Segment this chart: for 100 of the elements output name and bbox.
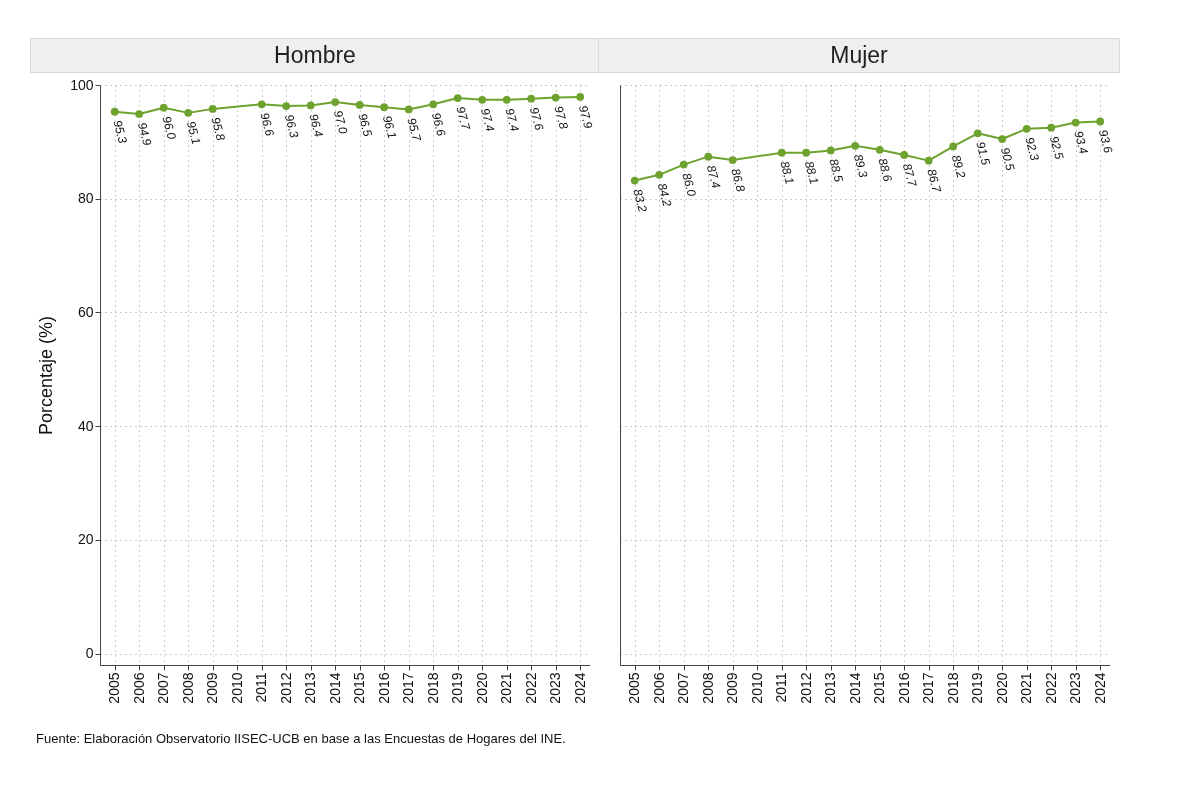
point [1022, 124, 1031, 133]
point [851, 141, 860, 150]
x-tick-label: 2015 [871, 672, 888, 704]
x-tick-label: 2013 [822, 672, 839, 704]
data-label: 89.3 [850, 152, 871, 180]
point [1071, 118, 1080, 127]
point [576, 93, 585, 101]
data-label: 86.0 [679, 171, 699, 198]
x-tick-label: 2012 [797, 672, 814, 704]
x-tick-label: 2018 [424, 672, 441, 704]
point [184, 109, 193, 117]
x-tick-label: 2019 [449, 672, 466, 704]
data-label: 97.9 [575, 103, 596, 131]
point [655, 170, 664, 179]
data-label: 84.2 [654, 181, 675, 209]
x-tick-label: 2014 [846, 672, 863, 704]
x-tick-label: 2022 [1042, 672, 1059, 704]
point [257, 100, 266, 109]
data-label: 93.6 [1095, 128, 1116, 155]
x-tick-label: 2021 [498, 672, 515, 704]
point [802, 148, 811, 157]
x-tick-label: 2023 [547, 672, 564, 704]
point [355, 101, 364, 109]
data-label: 88.1 [801, 159, 822, 186]
point [159, 103, 168, 112]
point [208, 105, 217, 113]
point [110, 107, 119, 116]
point [306, 101, 315, 110]
x-tick-label: 2006 [130, 672, 147, 704]
data-label: 95.3 [110, 118, 130, 146]
y-axis-title: Porcentaje (%) [36, 315, 57, 436]
x-tick-label: 2019 [969, 672, 986, 704]
y-tick-label: 60 [77, 303, 94, 320]
x-tick-label: 2024 [1091, 672, 1108, 704]
data-label: 96.1 [379, 114, 400, 141]
x-tick-label: 2009 [204, 672, 221, 704]
y-tick-label: 20 [77, 531, 94, 548]
data-label: 95.7 [404, 116, 425, 144]
data-label: 97.6 [526, 105, 547, 133]
x-tick-label: 2009 [724, 672, 741, 704]
point [527, 94, 536, 103]
data-label: 96.6 [428, 111, 449, 138]
x-tick-label: 2005 [106, 672, 123, 704]
point [826, 146, 835, 155]
x-tick-label: 2007 [155, 672, 172, 704]
x-tick-label: 2016 [895, 672, 912, 704]
point [404, 105, 413, 114]
x-tick-label: 2010 [748, 672, 765, 704]
x-tick-label: 2007 [675, 672, 692, 704]
x-tick-label: 2021 [1018, 672, 1035, 704]
point [135, 110, 144, 118]
x-tick-label: 2016 [375, 672, 392, 704]
x-tick-label: 2020 [473, 672, 490, 704]
point [551, 93, 560, 102]
point [630, 176, 639, 185]
x-tick-label: 2020 [993, 672, 1010, 704]
data-label: 95.8 [208, 115, 228, 143]
data-label: 97.0 [330, 108, 351, 136]
data-label: 91.5 [973, 140, 993, 167]
point [282, 102, 291, 110]
x-tick-label: 2008 [699, 672, 716, 704]
data-label: 96.6 [257, 111, 277, 138]
x-tick-label: 2023 [1067, 672, 1084, 704]
data-label: 97.7 [453, 104, 474, 133]
data-label: 96.5 [355, 111, 375, 139]
x-tick-label: 2015 [351, 672, 368, 704]
data-label: 97.4 [477, 106, 498, 134]
data-label: 86.8 [728, 166, 748, 194]
data-label: 96.0 [159, 114, 179, 142]
point [949, 142, 958, 151]
x-tick-label: 2017 [400, 672, 417, 704]
data-label: 88.6 [875, 156, 895, 184]
data-label: 89.2 [948, 153, 969, 180]
y-tick-label: 0 [85, 645, 94, 662]
x-tick-label: 2011 [253, 672, 270, 703]
point [453, 94, 462, 102]
data-label: 93.4 [1071, 129, 1091, 156]
data-label: 87.7 [899, 161, 920, 190]
point [1096, 117, 1105, 126]
chart-title: Mujer [598, 38, 1120, 73]
point [502, 95, 511, 104]
point [429, 100, 438, 109]
y-tick-label: 40 [77, 417, 94, 434]
point [478, 95, 487, 104]
data-label: 95.1 [183, 119, 204, 146]
data-label: 90.5 [997, 145, 1018, 173]
data-label: 92.3 [1022, 135, 1042, 163]
source-note: Fuente: Elaboración Observatorio IISEC-UCB en base a las Encuestas de Hogares del INE. [36, 731, 567, 746]
point [679, 160, 688, 169]
x-tick-label: 2013 [302, 672, 319, 704]
data-label: 92.5 [1046, 134, 1067, 162]
x-tick-label: 2017 [920, 672, 937, 704]
chart-title: Hombre [30, 38, 600, 73]
x-tick-label: 2005 [626, 672, 643, 704]
x-tick-label: 2014 [326, 672, 343, 704]
x-tick-label: 2006 [650, 672, 667, 704]
point [331, 98, 340, 106]
data-label: 83.2 [630, 187, 650, 214]
data-label: 97.8 [551, 104, 571, 131]
y-tick-label: 100 [70, 76, 94, 93]
